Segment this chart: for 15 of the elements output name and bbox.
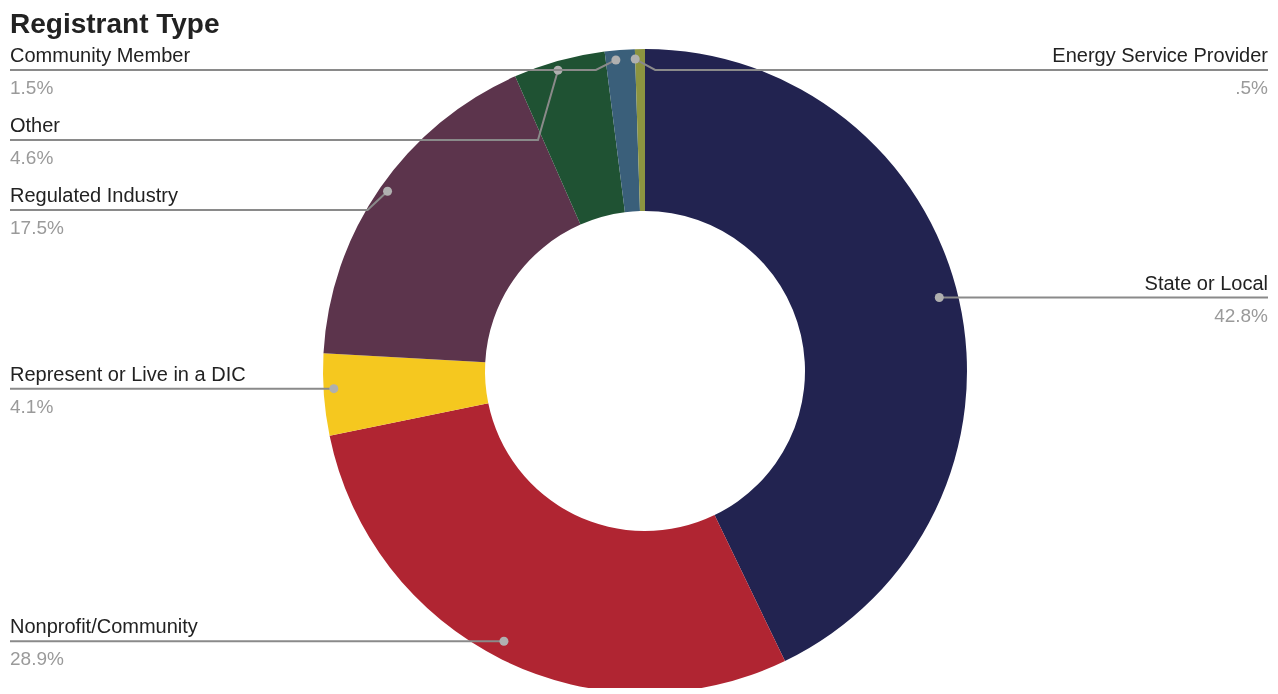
slice-label: Represent or Live in a DIC [10,362,246,385]
data-label: .5% [1235,77,1269,98]
data-label: 1.5% [10,77,54,98]
data-label: 28.9% [10,648,64,670]
slice-label: Energy Service Provider [1052,44,1269,66]
data-label: 42.8% [1214,304,1269,326]
slice-label: Nonprofit/Community [10,615,198,638]
data-label: 4.1% [10,395,54,417]
chart-title: Registrant Type [10,8,220,40]
slice-label: Regulated Industry [10,184,178,206]
data-label: 4.6% [10,147,54,168]
slice-label: Other [10,114,61,136]
slice-label: Community Member [10,44,191,66]
slice-label: State or Local [1144,271,1268,294]
data-label: 17.5% [10,217,64,238]
